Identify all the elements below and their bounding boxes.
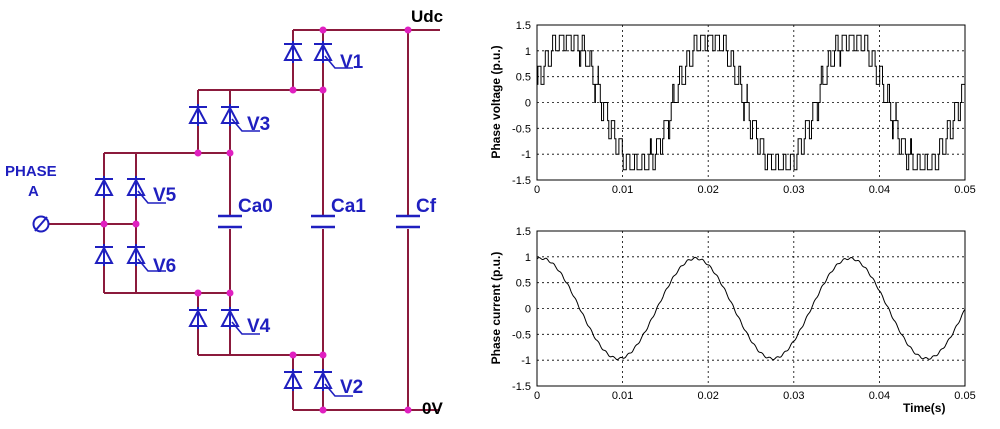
v2-label: V2	[340, 377, 363, 398]
capacitor-cf	[396, 214, 420, 229]
v1-label: V1	[340, 52, 364, 73]
current-y-axis-label: Phase current (p.u.)	[489, 252, 503, 365]
y-tick-label: -1.5	[512, 381, 531, 393]
y-tick-label: 1.5	[516, 226, 531, 238]
y-tick-label: 1	[525, 252, 531, 264]
x-tick-label: 0.03	[783, 390, 804, 402]
v1-gate-lead	[324, 55, 353, 69]
voltage-plot-frame	[536, 24, 966, 181]
current-x-axis-label: Time(s)	[903, 401, 945, 415]
v4-switch	[188, 307, 260, 335]
v6-switch	[94, 244, 166, 272]
current-series-line	[536, 256, 966, 361]
v6-label: V6	[153, 256, 176, 277]
v5-switch	[94, 176, 166, 204]
v5-gate-lead	[137, 190, 166, 204]
x-tick-label: 0.05	[954, 184, 975, 196]
capacitor-ca1	[311, 214, 335, 229]
y-tick-label: 1	[525, 46, 531, 58]
capacitor-ca0	[218, 214, 242, 229]
x-tick-label: 0	[534, 184, 540, 196]
y-tick-label: 0	[525, 304, 531, 316]
circuit-diagram: Udc 0V PHASE A V1 V2 V3 V4 V5 V6 Ca0 Ca1…	[5, 7, 443, 418]
x-tick-label: 0.04	[869, 390, 890, 402]
y-tick-label: -1	[521, 149, 531, 161]
phase-voltage-chart: 0 0.01 0.02 0.03 0.04 0.051.510.50-0.5-1-1.5 …	[489, 20, 976, 196]
ca1-label: Ca1	[331, 196, 366, 217]
v4-label: V4	[247, 316, 271, 337]
voltage-y-axis-label: Phase voltage (p.u.)	[489, 45, 503, 158]
v3-switch	[188, 104, 260, 132]
phase-label: PHASE	[5, 163, 57, 180]
x-tick-label: 0.04	[869, 184, 890, 196]
y-tick-label: -1	[521, 355, 531, 367]
v5-label: V5	[153, 185, 177, 206]
y-tick-label: 0.5	[516, 278, 531, 290]
x-tick-label: 0.02	[697, 390, 718, 402]
v2-switch	[283, 369, 353, 397]
bottom-rail-label: 0V	[422, 399, 443, 418]
cf-label: Cf	[416, 196, 437, 217]
y-tick-label: 0	[525, 98, 531, 110]
switch-devices	[94, 41, 353, 397]
x-tick-label: 0.03	[783, 184, 804, 196]
top-rail-label: Udc	[411, 7, 443, 26]
current-grid	[537, 231, 965, 386]
x-tick-label: 0.01	[612, 184, 633, 196]
v3-label: V3	[247, 114, 270, 135]
junction-nodes	[100, 26, 412, 414]
x-tick-label: 0.05	[954, 390, 975, 402]
phase-current-chart: 0 0.01 0.02 0.03 0.04 0.051.510.50-0.5-1-1.5 …	[489, 226, 976, 415]
x-tick-label: 0	[534, 390, 540, 402]
v6-gate-lead	[137, 258, 166, 272]
x-tick-label: 0.01	[612, 390, 633, 402]
current-plot-frame	[536, 230, 966, 387]
y-tick-label: 0.5	[516, 72, 531, 84]
v1-switch	[283, 41, 353, 69]
ca0-label: Ca0	[238, 196, 273, 217]
v4-gate-lead	[231, 321, 260, 335]
x-tick-label: 0.02	[697, 184, 718, 196]
v3-gate-lead	[231, 118, 260, 132]
voltage-tick-labels: 0 0.01 0.02 0.03 0.04 0.05 1.5 1 0.5 0 -0.5 -1 -1.5	[512, 20, 976, 196]
y-tick-label: -0.5	[512, 123, 531, 135]
y-tick-label: -0.5	[512, 329, 531, 341]
voltage-series-line	[537, 34, 965, 171]
current-tick-labels: 0 0.01 0.02 0.03 0.04 0.05 1.5 1 0.5 0 -0.5 -1 -1.5	[512, 226, 976, 402]
v2-gate-lead	[324, 383, 353, 397]
y-tick-label: -1.5	[512, 175, 531, 187]
phase-label-letter: A	[28, 183, 39, 200]
y-tick-label: 1.5	[516, 20, 531, 32]
phase-terminal-icon	[32, 215, 50, 233]
